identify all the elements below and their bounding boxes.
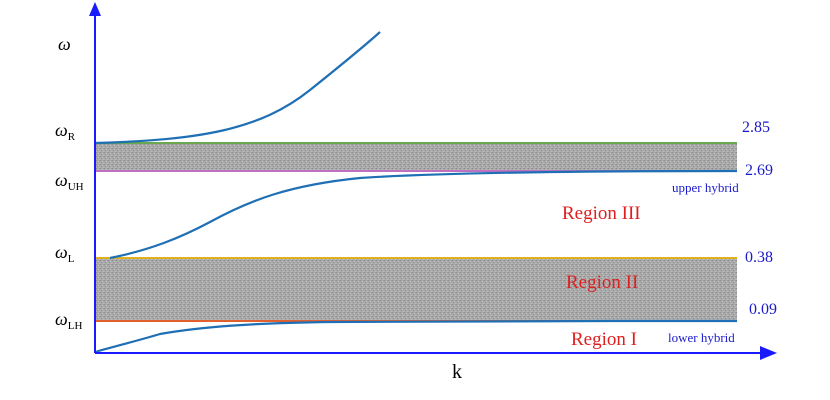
x-axis-label: k	[452, 361, 462, 383]
branch-middle	[109, 169, 738, 260]
label-omega-lh: ωLH	[55, 309, 82, 332]
y-axis-label: ω	[58, 34, 71, 54]
value-omega-l: 0.38	[745, 249, 773, 266]
branch-lower	[94, 319, 738, 354]
x-axis-arrow	[760, 346, 777, 360]
annotation-lower-hybrid: lower hybrid	[668, 330, 735, 345]
region-3-label: Region III	[562, 203, 641, 224]
value-omega-lh: 0.09	[749, 301, 777, 318]
y-axis-arrow	[89, 2, 101, 16]
value-omega-r: 2.85	[742, 119, 770, 136]
stop-band-lower	[95, 258, 737, 321]
label-omega-r: ωR	[55, 120, 76, 143]
region-1-label: Region I	[571, 329, 637, 350]
branch-upper	[94, 31, 381, 145]
value-omega-uh: 2.69	[745, 162, 773, 179]
label-omega-l: ωL	[55, 242, 75, 265]
region-2-label: Region II	[566, 272, 638, 293]
label-omega-uh: ωUH	[55, 170, 84, 193]
annotation-upper-hybrid: upper hybrid	[672, 180, 739, 195]
stop-band-upper	[95, 143, 737, 171]
